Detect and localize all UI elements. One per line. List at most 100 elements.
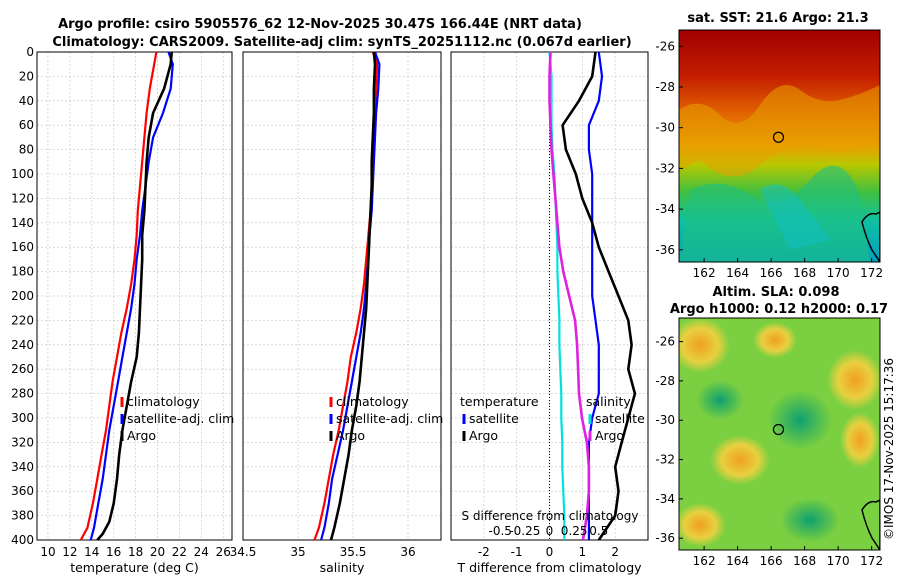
y-tick-label: 60: [19, 118, 34, 132]
s-diff-tick-label: 0.5: [589, 524, 608, 538]
map-y-tick-label: -36: [655, 531, 675, 545]
map-y-tick-label: -26: [655, 39, 675, 53]
sst-cool-tongue: [760, 184, 830, 250]
map-y-tick-label: -30: [655, 121, 675, 135]
x-tick-label: 35: [290, 545, 305, 559]
s-diff-axis-label: S difference from climatology: [462, 509, 639, 523]
x-tick-label: 12: [62, 545, 77, 559]
legend-label: Argo: [595, 428, 624, 443]
x-tick-label: 16: [106, 545, 121, 559]
y-tick-label: 120: [11, 191, 34, 205]
x-tick-label: 22: [172, 545, 187, 559]
sla-high-2: [753, 322, 797, 358]
legend-label: Argo: [469, 428, 498, 443]
sst-frame: [678, 29, 881, 263]
sla-frame: [678, 317, 881, 551]
y-tick-label: 260: [11, 362, 34, 376]
main-title-line2: Climatology: CARS2009. Satellite-adj cli…: [52, 35, 631, 50]
axes-frame: [242, 51, 442, 541]
sla-argo-marker: [772, 423, 785, 436]
x-axis-label: salinity: [320, 560, 365, 575]
y-tick-label: 80: [19, 143, 34, 157]
map-y-tick-label: -34: [655, 492, 675, 506]
sla-map: 162 164 166 168 170 172 -26 -28 -30 -32 -34 -36: [655, 317, 883, 568]
x-tick-label: 26: [216, 545, 231, 559]
x-tick-label: 20: [150, 545, 165, 559]
sla-high-1: [679, 318, 730, 373]
x-tick-label: -1: [511, 545, 523, 559]
y-tick-label: 280: [11, 387, 34, 401]
x-tick-label: 35.5: [340, 545, 367, 559]
x-tick-label: 0: [546, 545, 554, 559]
series-line-satellite-adj-clim: [320, 51, 381, 541]
y-tick-label: 200: [11, 289, 34, 303]
sla-low-3: [780, 498, 840, 542]
map-x-tick-label: 168: [793, 266, 816, 280]
difference-panel: -2 -1 0 1 2T difference from climatology S di…: [450, 51, 649, 575]
series-line-climatology: [79, 51, 158, 541]
y-tick-label: 240: [11, 338, 34, 352]
sla-high-6: [679, 503, 726, 547]
sla-high-3: [827, 350, 880, 410]
legend-label: climatology: [336, 394, 409, 409]
y-tick-label: 180: [11, 265, 34, 279]
x-tick-label: -2: [478, 545, 490, 559]
s-diff-tick-label: -0.25: [509, 524, 540, 538]
map-x-tick-label: 166: [760, 266, 783, 280]
sla-low-1: [768, 390, 832, 450]
map-y-tick-label: -28: [655, 374, 675, 388]
series-line-argo: [96, 51, 173, 541]
x-axis-label: T difference from climatology: [456, 560, 642, 575]
series-line-argo: [329, 51, 377, 541]
x-tick-label: 14: [84, 545, 99, 559]
map-x-tick-label: 170: [827, 554, 850, 568]
map-x-tick-label: 172: [860, 266, 883, 280]
sst-argo-marker: [772, 131, 785, 143]
y-tick-label: 340: [11, 460, 34, 474]
y-tick-label: 220: [11, 313, 34, 327]
s-diff-tick-label: -0.5: [489, 524, 512, 538]
y-tick-label: 380: [11, 509, 34, 523]
y-tick-label: 40: [19, 94, 34, 108]
map-x-tick-label: 162: [693, 554, 716, 568]
series-line-satellite-adj-clim: [89, 51, 174, 541]
map-y-tick-label: -34: [655, 202, 675, 216]
y-tick-label: 360: [11, 484, 34, 498]
map-y-tick-label: -32: [655, 161, 675, 175]
legend-label: Argo: [127, 428, 156, 443]
salinity-panel: 34.5 35 35.5 36 salinity climatology satellite…: [230, 51, 443, 575]
y-tick-label: 20: [19, 69, 34, 83]
main-title-line1: Argo profile: csiro 5905576_62 12-Nov-20…: [58, 17, 582, 32]
map-x-tick-label: 164: [726, 554, 749, 568]
sla-coastline: [861, 499, 880, 550]
map-y-tick-label: -36: [655, 243, 675, 257]
y-tick-label: 160: [11, 240, 34, 254]
sla-title-2: Argo h1000: 0.12 h2000: 0.17: [670, 302, 888, 317]
legend-label: salinity: [586, 394, 631, 409]
y-tick-label: 320: [11, 435, 34, 449]
map-x-tick-label: 162: [693, 266, 716, 280]
legend-label: temperature: [460, 394, 539, 409]
s-diff-tick-label: 0.25: [561, 524, 588, 538]
y-tick-label: 100: [11, 167, 34, 181]
legend-label: satellite: [469, 411, 519, 426]
map-y-tick-label: -26: [655, 335, 675, 349]
y-tick-label: 300: [11, 411, 34, 425]
sla-title-1: Altim. SLA: 0.098: [713, 285, 840, 300]
imos-timestamp: ©IMOS 17-Nov-2025 15:17:36: [882, 358, 896, 540]
sst-map: 162 164 166 168 170 172 -26 -28 -30 -32 -34 -36: [655, 29, 883, 280]
series-line-salinity-argo: [548, 51, 591, 541]
map-y-tick-label: -28: [655, 80, 675, 94]
map-x-tick-label: 168: [793, 554, 816, 568]
series-line-temperature-argo: [561, 51, 637, 541]
axes-frame: [36, 51, 233, 541]
y-tick-label: 400: [11, 533, 34, 547]
x-tick-label: 2: [611, 545, 619, 559]
map-x-tick-label: 170: [827, 266, 850, 280]
legend-label: climatology: [127, 394, 200, 409]
temperature-panel: 10 12 14 16 18 20 22 24 26 temperature (deg C) 0 20…: [11, 45, 234, 575]
map-x-tick-label: 172: [860, 554, 883, 568]
x-tick-label: 36: [400, 545, 415, 559]
sst-title: sat. SST: 21.6 Argo: 21.3: [687, 11, 868, 26]
sla-high-4: [710, 435, 770, 485]
